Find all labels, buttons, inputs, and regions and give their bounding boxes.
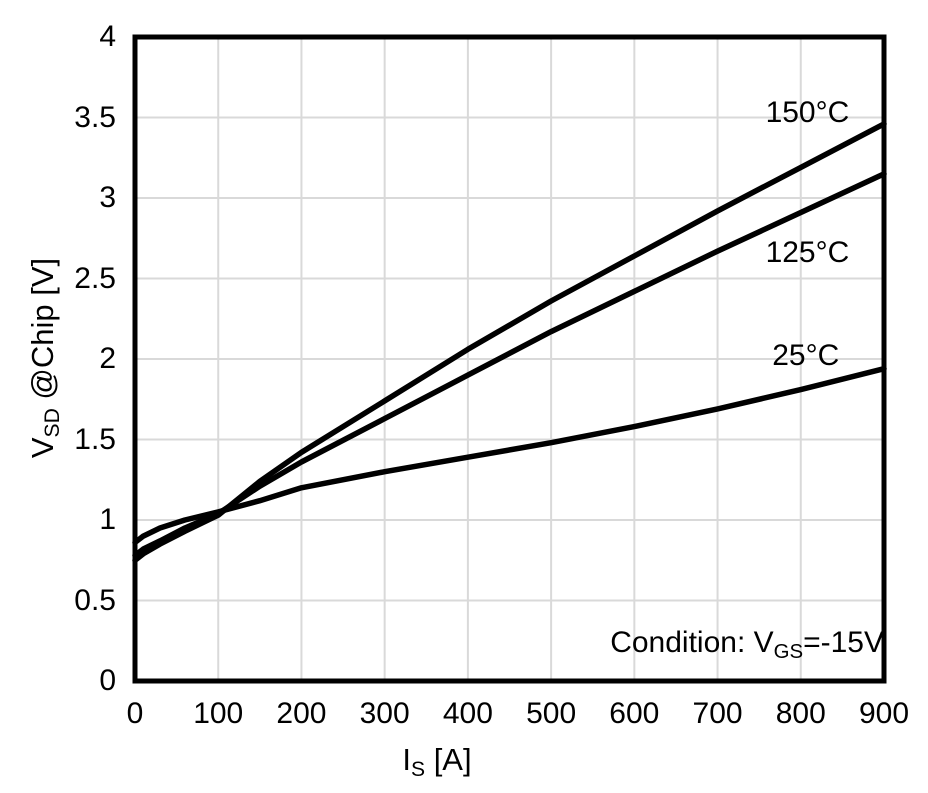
x-tick-label: 800 xyxy=(775,697,826,730)
x-tick-label: 600 xyxy=(609,697,660,730)
y-tick-label: 2.5 xyxy=(74,261,116,295)
x-tick-label: 100 xyxy=(193,697,244,730)
condition-subscript: GS xyxy=(773,640,804,663)
x-tick-label: 0 xyxy=(126,697,144,730)
curve-25c xyxy=(132,365,887,546)
y-tick-label: 2 xyxy=(99,342,116,375)
x-axis-title-symbol: I xyxy=(402,742,412,778)
x-tick-label: 400 xyxy=(442,697,493,730)
y-tick-label: 4 xyxy=(99,20,116,53)
plot-border xyxy=(132,34,887,684)
y-tick-label: 1 xyxy=(99,503,116,536)
series-label-125c: 125°C xyxy=(765,235,850,269)
x-axis-title: IS [A] xyxy=(402,742,471,782)
x-tick-label: 900 xyxy=(858,697,910,730)
condition-value: =-15V xyxy=(803,626,884,660)
y-axis-title-symbol: V xyxy=(25,437,61,459)
y-tick-label: 1.5 xyxy=(74,422,116,456)
x-tick-label: 200 xyxy=(276,697,327,730)
y-tick-label: 0.5 xyxy=(74,583,116,617)
y-axis-title-unit: @Chip [V] xyxy=(25,257,61,409)
x-axis-title-subscript: S xyxy=(411,757,426,781)
y-axis-title-subscript: SD xyxy=(40,408,64,438)
series-label-25c: 25°C xyxy=(772,338,840,372)
y-tick-label: 0 xyxy=(99,664,116,697)
condition-text: Condition: V xyxy=(610,626,774,660)
x-tick-label: 500 xyxy=(526,697,577,730)
y-tick-label: 3 xyxy=(99,181,116,214)
x-tick-label: 700 xyxy=(692,697,743,730)
condition-annotation: Condition: VGS=-15V xyxy=(610,626,884,664)
y-tick-label: 3.5 xyxy=(74,100,116,134)
x-tick-label: 300 xyxy=(359,697,410,730)
y-axis-title: VSD @Chip [V] xyxy=(25,258,65,458)
curve-150c xyxy=(132,121,887,564)
curve-125c xyxy=(132,171,887,559)
x-axis-title-unit: [A] xyxy=(425,742,472,778)
series-label-150c: 150°C xyxy=(765,95,850,129)
